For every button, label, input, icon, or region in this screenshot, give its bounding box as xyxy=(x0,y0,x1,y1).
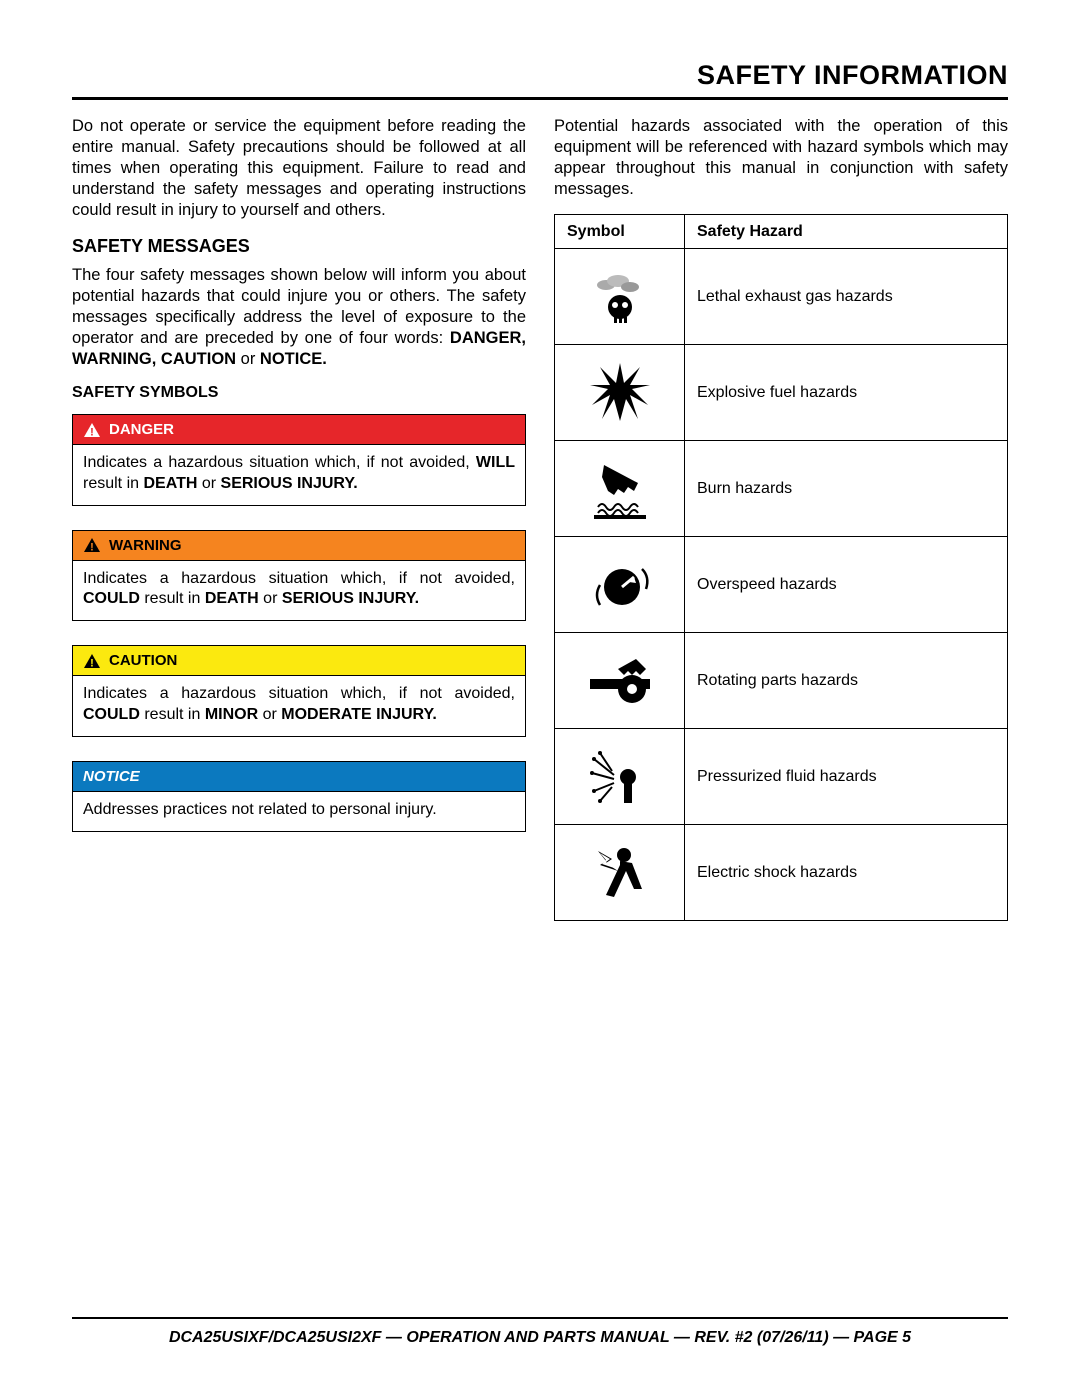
right-column: Potential hazards associated with the op… xyxy=(554,116,1008,921)
hazard-symbol-icon xyxy=(555,441,685,537)
alert-box-caution: ! CAUTION Indicates a hazardous situation … xyxy=(72,645,526,737)
alert-header: ! WARNING xyxy=(73,531,525,561)
hazard-table-body: Lethal exhaust gas hazardsExplosive fuel… xyxy=(555,249,1008,921)
alert-body: Indicates a hazardous situation which, i… xyxy=(73,445,525,505)
alert-header: ! CAUTION xyxy=(73,646,525,676)
table-header-row: Symbol Safety Hazard xyxy=(555,215,1008,249)
left-column: Do not operate or service the equipment … xyxy=(72,116,526,921)
table-row: Burn hazards xyxy=(555,441,1008,537)
hazard-symbol-icon xyxy=(555,249,685,345)
hazard-symbol-icon xyxy=(555,825,685,921)
table-row: Pressurized fluid hazards xyxy=(555,729,1008,825)
page-title: SAFETY INFORMATION xyxy=(72,60,1008,100)
svg-text:!: ! xyxy=(90,542,94,554)
safety-messages-heading: SAFETY MESSAGES xyxy=(72,236,526,257)
alert-triangle-icon: ! xyxy=(83,653,101,669)
alert-box-notice: NOTICE Addresses practices not related to… xyxy=(72,761,526,832)
intro-left-paragraph: Do not operate or service the equipment … xyxy=(72,116,526,222)
alert-label: NOTICE xyxy=(83,768,140,785)
alert-label: WARNING xyxy=(109,537,182,554)
alert-box-danger: ! DANGER Indicates a hazardous situation w… xyxy=(72,414,526,506)
svg-text:!: ! xyxy=(90,657,94,669)
safety-words-b: NOTICE. xyxy=(260,350,327,368)
hazard-symbol-icon xyxy=(555,537,685,633)
alert-triangle-icon: ! xyxy=(83,422,101,438)
svg-text:!: ! xyxy=(90,426,94,438)
alerts-container: ! DANGER Indicates a hazardous situation w… xyxy=(72,414,526,832)
alert-header: ! DANGER xyxy=(73,415,525,445)
alert-triangle-icon: ! xyxy=(83,537,101,553)
page-footer: DCA25USIXF/DCA25USI2XF — OPERATION AND P… xyxy=(72,1317,1008,1347)
table-row: Electric shock hazards xyxy=(555,825,1008,921)
alert-header: NOTICE xyxy=(73,762,525,792)
table-row: Rotating parts hazards xyxy=(555,633,1008,729)
table-row: Explosive fuel hazards xyxy=(555,345,1008,441)
hazard-description: Explosive fuel hazards xyxy=(685,345,1008,441)
table-row: Lethal exhaust gas hazards xyxy=(555,249,1008,345)
table-header-symbol: Symbol xyxy=(555,215,685,249)
safety-words-or: or xyxy=(236,350,260,368)
hazard-description: Electric shock hazards xyxy=(685,825,1008,921)
hazard-description: Lethal exhaust gas hazards xyxy=(685,249,1008,345)
hazard-symbol-icon xyxy=(555,345,685,441)
alert-label: CAUTION xyxy=(109,652,177,669)
content-columns: Do not operate or service the equipment … xyxy=(72,116,1008,921)
table-header-hazard: Safety Hazard xyxy=(685,215,1008,249)
alert-label: DANGER xyxy=(109,421,174,438)
table-row: Overspeed hazards xyxy=(555,537,1008,633)
safety-symbols-heading: SAFETY SYMBOLS xyxy=(72,384,526,402)
hazard-symbol-icon xyxy=(555,633,685,729)
hazard-symbol-icon xyxy=(555,729,685,825)
hazard-description: Pressurized fluid hazards xyxy=(685,729,1008,825)
alert-body: Indicates a hazardous situation which, i… xyxy=(73,676,525,736)
alert-body: Indicates a hazardous situation which, i… xyxy=(73,561,525,621)
intro-right-paragraph: Potential hazards associated with the op… xyxy=(554,116,1008,200)
alert-body: Addresses practices not related to perso… xyxy=(73,792,525,831)
hazard-description: Rotating parts hazards xyxy=(685,633,1008,729)
hazard-description: Overspeed hazards xyxy=(685,537,1008,633)
hazard-table: Symbol Safety Hazard Lethal exhaust gas … xyxy=(554,214,1008,921)
hazard-description: Burn hazards xyxy=(685,441,1008,537)
alert-box-warning: ! WARNING Indicates a hazardous situation … xyxy=(72,530,526,622)
safety-messages-paragraph: The four safety messages shown below wil… xyxy=(72,265,526,371)
